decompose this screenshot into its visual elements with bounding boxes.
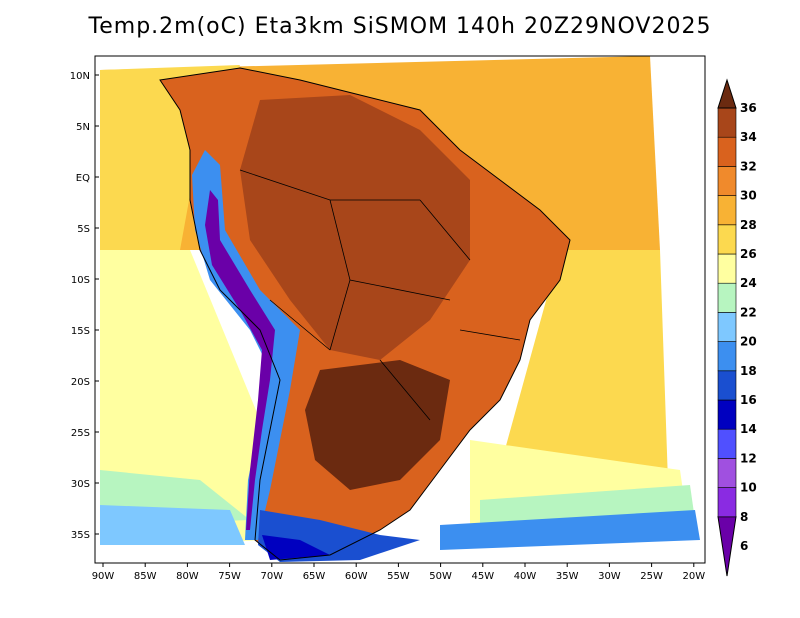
colorbar-segment <box>717 487 737 518</box>
latitude-axis: 10N 5N EQ 5S 10S 15S 20S 25S 30S 35S <box>70 71 99 541</box>
land-hot-interior <box>240 95 470 360</box>
colorbar-segment <box>717 282 737 313</box>
colorbar-segment <box>717 166 737 196</box>
colorbar-label: 32 <box>740 159 757 173</box>
andes-coldest-strip <box>205 190 275 530</box>
colorbar-segment <box>717 341 737 372</box>
ocean-cool-band-southwest <box>100 505 245 545</box>
border-lines <box>239 169 521 421</box>
lon-label-25W: 25W <box>640 571 663 582</box>
colorbar-bottom-arrow <box>717 516 737 577</box>
lon-label-85W: 85W <box>134 571 157 582</box>
land-extreme-chaco <box>305 360 450 490</box>
colorbar-label: 22 <box>740 305 757 319</box>
lon-label-35W: 35W <box>556 571 579 582</box>
lat-label-30S: 30S <box>71 479 90 490</box>
lat-label-10S: 10S <box>71 275 90 286</box>
longitude-axis: 90W 85W 80W 75W 70W 65W 60W 55W 50W 45W 40W 35W 30W 2… <box>92 563 705 582</box>
lat-label-15S: 15S <box>71 326 90 337</box>
lon-label-50W: 50W <box>429 571 452 582</box>
lon-label-55W: 55W <box>387 571 410 582</box>
lon-label-45W: 45W <box>471 571 494 582</box>
lon-label-65W: 65W <box>303 571 326 582</box>
map-title: Temp.2m(oC) Eta3km SiSMOM 140h 20Z29NOV2… <box>88 14 712 39</box>
patagonia-coldest <box>262 535 330 560</box>
lat-label-5N: 5N <box>76 122 90 133</box>
lon-label-80W: 80W <box>176 571 199 582</box>
colorbar-label: 8 <box>740 510 748 524</box>
lon-label-30W: 30W <box>598 571 621 582</box>
lon-label-40W: 40W <box>514 571 537 582</box>
colorbar-segment <box>717 312 737 342</box>
colorbar-label: 18 <box>740 364 757 378</box>
colorbar-label: 12 <box>740 451 757 465</box>
lon-label-60W: 60W <box>345 571 368 582</box>
colorbar-segment <box>717 107 737 138</box>
colorbar-label: 36 <box>740 101 757 115</box>
colorbar-label: 6 <box>740 539 748 553</box>
lat-label-25S: 25S <box>71 428 90 439</box>
lon-label-75W: 75W <box>218 571 241 582</box>
lat-label-20S: 20S <box>71 377 90 388</box>
colorbar: 6 8 10 12 14 16 18 20 22 24 26 28 30 32 34 36 <box>717 78 757 577</box>
colorbar-segment <box>717 195 737 226</box>
colorbar-label: 26 <box>740 247 757 261</box>
colorbar-label: 34 <box>740 130 757 144</box>
colorbar-segment <box>717 136 737 167</box>
lat-label-35S: 35S <box>71 530 90 541</box>
colorbar-label: 28 <box>740 218 757 232</box>
colorbar-label: 10 <box>740 481 757 495</box>
ocean-region-west <box>100 250 270 545</box>
map-panel <box>100 56 700 562</box>
colorbar-segment <box>717 224 737 255</box>
colorbar-label: 16 <box>740 393 757 407</box>
colorbar-segment <box>717 428 737 459</box>
colorbar-segment <box>717 399 737 430</box>
lon-label-90W: 90W <box>92 571 115 582</box>
ocean-cool-band-southeast <box>440 510 700 550</box>
lon-label-20W: 20W <box>682 571 705 582</box>
lat-label-5S: 5S <box>77 224 90 235</box>
colorbar-label: 30 <box>740 189 757 203</box>
lon-label-70W: 70W <box>260 571 283 582</box>
coastline <box>159 67 571 561</box>
colorbar-top-arrow <box>717 78 737 109</box>
colorbar-segment <box>717 458 737 488</box>
lat-label-10N: 10N <box>70 71 90 82</box>
map-frame <box>94 55 706 564</box>
colorbar-label: 24 <box>740 276 757 290</box>
colorbar-label: 14 <box>740 422 757 436</box>
colorbar-segment <box>717 253 737 284</box>
colorbar-segment <box>717 370 737 401</box>
colorbar-label: 20 <box>740 335 757 349</box>
lat-label-EQ: EQ <box>76 173 90 184</box>
